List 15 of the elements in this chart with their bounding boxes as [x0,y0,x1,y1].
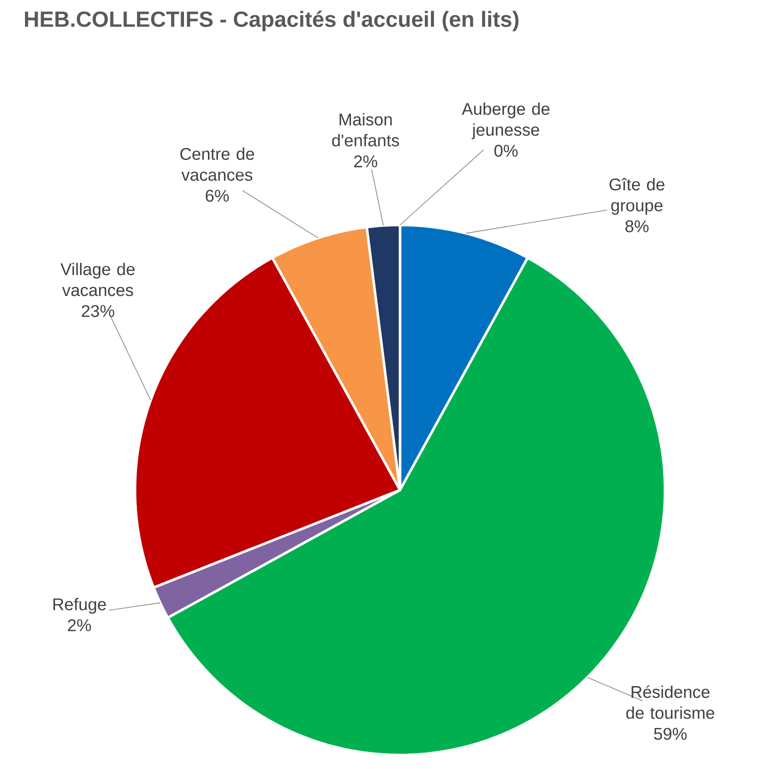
data-label: 59% [654,728,687,740]
slice-label: Gîte de groupe [610,178,664,215]
slice-label: Résidence de tourisme [626,685,714,719]
data-label: 2% [354,155,378,168]
chart-title: HEB.COLLECTIFS - Capacités d'accueil (en lits) [24,10,518,32]
data-label: 2% [68,619,91,632]
text: 0% [494,144,518,157]
slice-label: Village de vacances [60,262,135,296]
data-label: 23% [82,305,114,318]
slice-label: Centre de vacances [180,148,254,181]
data-label: 8% [625,220,649,232]
data-label: 6% [206,190,229,202]
slice-label: Refuge [53,598,106,614]
slice-label: Maison d'enfants [332,113,400,146]
category-label: Auberge de jeunesse [462,102,550,140]
